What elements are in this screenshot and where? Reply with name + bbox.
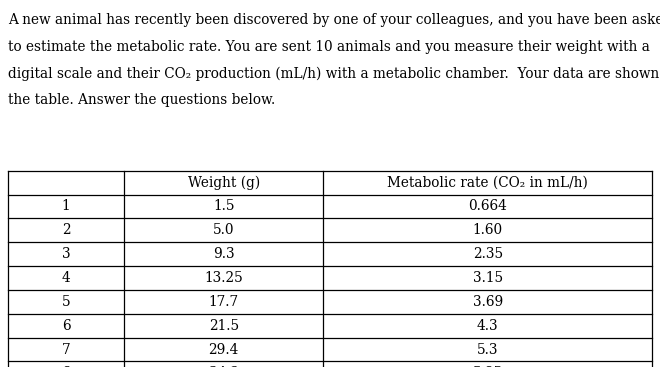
Text: 3.69: 3.69 xyxy=(473,295,503,309)
Text: 34.2: 34.2 xyxy=(209,366,239,367)
Text: 3.15: 3.15 xyxy=(473,271,503,285)
Text: 2: 2 xyxy=(61,223,71,237)
Text: 1.5: 1.5 xyxy=(213,199,234,214)
Text: 0.664: 0.664 xyxy=(469,199,507,214)
Text: 5: 5 xyxy=(61,295,71,309)
Text: the table. Answer the questions below.: the table. Answer the questions below. xyxy=(8,93,275,107)
Text: 1.60: 1.60 xyxy=(473,223,503,237)
Text: 9.3: 9.3 xyxy=(213,247,234,261)
Text: 29.4: 29.4 xyxy=(209,342,239,357)
Text: Metabolic rate (CO₂ in mL/h): Metabolic rate (CO₂ in mL/h) xyxy=(387,175,588,190)
Text: 6: 6 xyxy=(61,319,71,333)
Text: 4: 4 xyxy=(61,271,71,285)
Text: to estimate the metabolic rate. You are sent 10 animals and you measure their we: to estimate the metabolic rate. You are … xyxy=(8,40,650,54)
Text: 1: 1 xyxy=(61,199,71,214)
Text: 3: 3 xyxy=(61,247,71,261)
Text: 2.35: 2.35 xyxy=(473,247,503,261)
Text: 21.5: 21.5 xyxy=(209,319,239,333)
Text: 5.0: 5.0 xyxy=(213,223,234,237)
Text: digital scale and their CO₂ production (mL/h) with a metabolic chamber.  Your da: digital scale and their CO₂ production (… xyxy=(8,66,660,81)
Text: Weight (g): Weight (g) xyxy=(187,175,260,190)
Text: 17.7: 17.7 xyxy=(209,295,239,309)
Text: 5.3: 5.3 xyxy=(477,342,498,357)
Text: 7: 7 xyxy=(61,342,71,357)
Text: 8: 8 xyxy=(61,366,71,367)
Text: A new animal has recently been discovered by one of your colleagues, and you hav: A new animal has recently been discovere… xyxy=(8,13,660,27)
Text: 13.25: 13.25 xyxy=(205,271,243,285)
Text: 4.3: 4.3 xyxy=(477,319,498,333)
Text: 5.85: 5.85 xyxy=(473,366,503,367)
